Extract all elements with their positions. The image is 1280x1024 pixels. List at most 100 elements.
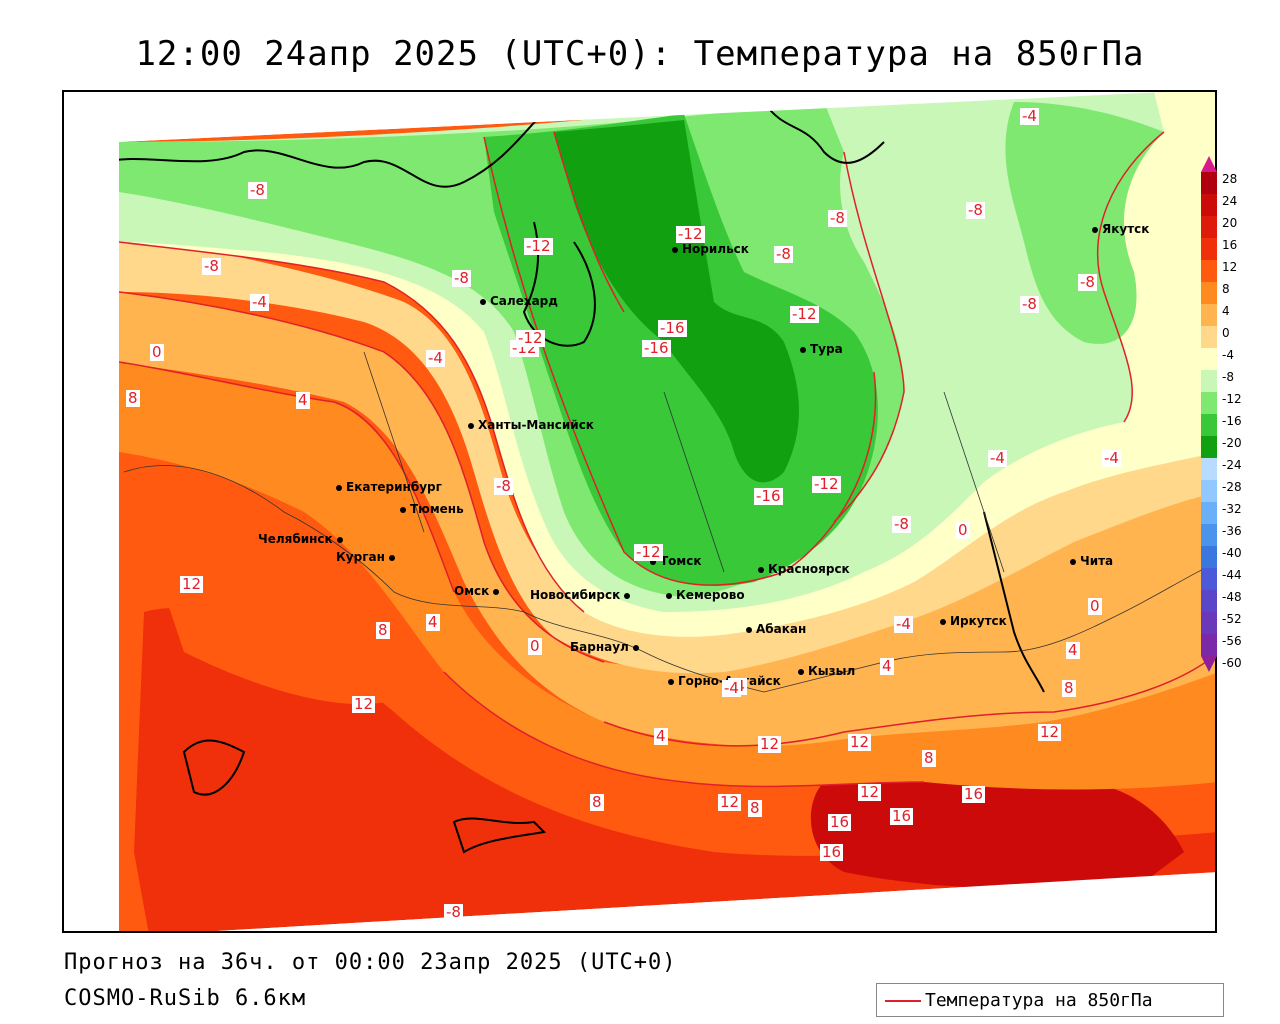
colorbar-tick: 28 — [1222, 172, 1238, 186]
colorbar-tick: 16 — [1222, 238, 1238, 252]
contour-label: -16 — [658, 319, 687, 337]
contour-label: 12 — [352, 695, 376, 713]
colorbar-tick: 20 — [1222, 216, 1238, 230]
contour-label: 12 — [848, 733, 872, 751]
temperature-field — [64, 92, 1215, 931]
colorbar-tick: -52 — [1222, 612, 1242, 626]
city-omsk: Омск — [454, 584, 503, 598]
forecast-map: Норильск Якутск Салехард Тура Ханты-Манс… — [62, 90, 1217, 933]
colorbar-gradient — [1201, 156, 1217, 672]
colorbar-tick: -20 — [1222, 436, 1242, 450]
contour-label: 16 — [890, 807, 914, 825]
city-salekhard: Салехард — [480, 294, 558, 308]
colorbar-tick: -24 — [1222, 458, 1242, 472]
city-chita: Чита — [1070, 554, 1113, 568]
contour-label: 0 — [150, 343, 164, 361]
contour-label: 16 — [962, 785, 986, 803]
colorbar-tick: 4 — [1222, 304, 1230, 318]
city-kyzyl: Кызыл — [798, 664, 855, 678]
colorbar-tick: -36 — [1222, 524, 1242, 538]
contour-label: 12 — [718, 793, 742, 811]
contour-label: 12 — [1038, 723, 1062, 741]
legend-label: Температура на 850гПа — [925, 990, 1153, 1011]
colorbar-tick: -32 — [1222, 502, 1242, 516]
contour-label: -12 — [790, 305, 819, 323]
contour-label: 16 — [828, 813, 852, 831]
city-krasnoyarsk: Красноярск — [758, 562, 850, 576]
contour-label: 12 — [858, 783, 882, 801]
contour-label: -8 — [774, 245, 793, 263]
legend-line — [885, 1000, 921, 1002]
contour-label: -16 — [754, 487, 783, 505]
city-tomsk: Томск — [650, 554, 702, 568]
contour-label: 8 — [590, 793, 604, 811]
city-abakan: Абакан — [746, 622, 806, 636]
contour-label: 8 — [126, 389, 140, 407]
colorbar-tick: -44 — [1222, 568, 1242, 582]
contour-label: -8 — [444, 903, 463, 921]
city-tura: Тура — [800, 342, 843, 356]
model-name: COSMO-RuSib 6.6км — [64, 986, 307, 1011]
colorbar-tick: -56 — [1222, 634, 1242, 648]
city-kemerovo: Кемерово — [666, 588, 745, 602]
contour-label: -8 — [452, 269, 471, 287]
contour-label: -8 — [1078, 273, 1097, 291]
forecast-info: Прогноз на 36ч. от 00:00 23апр 2025 (UTC… — [64, 950, 677, 975]
contour-label: -4 — [988, 449, 1007, 467]
contour-label: -8 — [828, 209, 847, 227]
colorbar-tick: -4 — [1222, 348, 1234, 362]
contour-label: -16 — [642, 339, 671, 357]
contour-label: -8 — [892, 515, 911, 533]
colorbar-tick: 24 — [1222, 194, 1238, 208]
colorbar-tick: 8 — [1222, 282, 1230, 296]
city-yekaterinburg: Екатеринбург — [336, 480, 442, 494]
city-yakutsk: Якутск — [1092, 222, 1149, 236]
contour-label: 4 — [426, 613, 440, 631]
city-norilsk: Норильск — [672, 242, 749, 256]
contour-label: -4 — [722, 679, 741, 697]
city-irkutsk: Иркутск — [940, 614, 1007, 628]
contour-label: -8 — [494, 477, 513, 495]
contour-label: -8 — [202, 257, 221, 275]
colorbar-tick: 0 — [1222, 326, 1230, 340]
contour-label: -8 — [248, 181, 267, 199]
contour-label: -4 — [1020, 107, 1039, 125]
contour-label: 0 — [528, 637, 542, 655]
contour-label: 8 — [376, 621, 390, 639]
contour-label: 0 — [956, 521, 970, 539]
contour-label: -12 — [812, 475, 841, 493]
legend: Температура на 850гПа — [876, 983, 1224, 1017]
contour-label: 4 — [296, 391, 310, 409]
contour-label: 4 — [880, 657, 894, 675]
contour-label: -12 — [676, 225, 705, 243]
contour-label: 12 — [758, 735, 782, 753]
colorbar-tick: -48 — [1222, 590, 1242, 604]
contour-label: 12 — [180, 575, 204, 593]
colorbar-tick: -28 — [1222, 480, 1242, 494]
colorbar-tick: -12 — [1222, 392, 1242, 406]
city-khanty-mansiysk: Ханты-Мансийск — [468, 418, 594, 432]
contour-label: -12 — [524, 237, 553, 255]
contour-label: 4 — [1066, 641, 1080, 659]
city-tyumen: Тюмень — [400, 502, 464, 516]
colorbar-tick: -60 — [1222, 656, 1242, 670]
contour-label: -4 — [426, 349, 445, 367]
contour-label: 0 — [1088, 597, 1102, 615]
contour-label: -12 — [516, 329, 545, 347]
contour-label: -4 — [894, 615, 913, 633]
city-novosibirsk: Новосибирск — [530, 588, 634, 602]
contour-label: 8 — [1062, 679, 1076, 697]
colorbar-tick: 12 — [1222, 260, 1238, 274]
contour-label: -4 — [1102, 449, 1121, 467]
colorbar-tick: -40 — [1222, 546, 1242, 560]
map-title: 12:00 24апр 2025 (UTC+0): Температура на… — [135, 34, 1145, 74]
colorbar-tick: -8 — [1222, 370, 1234, 384]
contour-label: 8 — [922, 749, 936, 767]
contour-label: 8 — [748, 799, 762, 817]
city-kurgan: Курган — [336, 550, 399, 564]
colorbar-tick: -16 — [1222, 414, 1242, 428]
contour-label: -4 — [250, 293, 269, 311]
city-chelyabinsk: Челябинск — [258, 532, 347, 546]
contour-label: 16 — [820, 843, 844, 861]
contour-label: -8 — [1020, 295, 1039, 313]
